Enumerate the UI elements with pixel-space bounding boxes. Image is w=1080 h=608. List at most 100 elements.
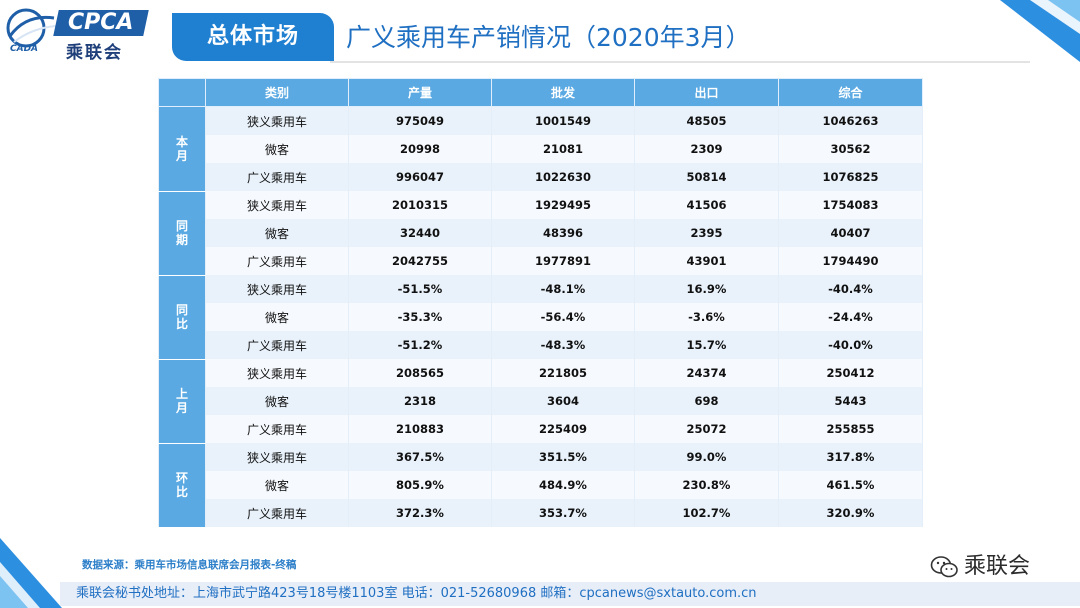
cpca-logo: CPCA CADA 乘联会 [4,6,149,63]
value-cell: 698 [634,387,779,415]
table-row: 同比 狭义乘用车 -51.5% -48.1% 16.9% -40.4% [158,274,923,360]
category-cell: 微客 [205,219,349,247]
value-cell: 5443 [778,387,923,415]
value-cell: 16.9% [634,275,779,303]
group-label-cell: 本月 [158,106,206,192]
value-cell: 225409 [491,415,635,443]
value-cell: 255855 [778,415,923,443]
value-cell: 102.7% [634,499,779,527]
value-cell: 250412 [778,359,923,387]
category-cell: 狭义乘用车 [205,275,349,303]
column-header: 产量 [348,78,492,107]
category-cell: 广义乘用车 [205,499,349,527]
table-header-row: 类别 产量 批发 出口 综合 [158,78,923,107]
value-cell: 1001549 [491,106,635,135]
value-cell: 43901 [634,247,779,275]
footer: 乘联会秘书处地址：上海市武宁路423号18号楼1103室 电话：021-5268… [0,580,1080,608]
value-cell: 1022630 [491,163,635,191]
category-cell: 微客 [205,303,349,331]
logo-sub-text: CADA [10,44,39,54]
value-cell: 1754083 [778,191,923,219]
category-cell: 广义乘用车 [205,247,349,275]
value-cell: 461.5% [778,471,923,499]
group-label-cell: 同期 [158,190,206,276]
bottom-left-stripes [0,538,62,608]
value-cell: 996047 [348,163,492,191]
table-row: 微客 805.9% 484.9% 230.8% 461.5% [159,471,923,499]
table-row: 微客 2318 3604 698 5443 [159,387,923,415]
value-cell: -51.2% [348,331,492,359]
value-cell: 2042755 [348,247,492,275]
category-cell: 狭义乘用车 [205,359,349,387]
value-cell: 367.5% [348,443,492,471]
table-row: 广义乘用车 996047 1022630 50814 1076825 [159,163,923,191]
value-cell: 1977891 [491,247,635,275]
table-row: 广义乘用车 372.3% 353.7% 102.7% 320.9% [159,499,923,527]
value-cell: -48.3% [491,331,635,359]
value-cell: 48396 [491,219,635,247]
group-label: 上月 [175,387,188,415]
footer-bar [60,582,1080,606]
table-row: 本月 狭义乘用车 975049 1001549 48505 1046263 [158,106,923,192]
value-cell: 25072 [634,415,779,443]
value-cell: 353.7% [491,499,635,527]
value-cell: 975049 [348,106,492,135]
table-row: 微客 32440 48396 2395 40407 [159,219,923,247]
logo-chinese-text: 乘联会 [66,43,123,63]
value-cell: -51.5% [348,275,492,303]
value-cell: 2318 [348,387,492,415]
table-row: 微客 -35.3% -56.4% -3.6% -24.4% [159,303,923,331]
column-header: 类别 [205,78,349,107]
value-cell: 2395 [634,219,779,247]
value-cell: 208565 [348,359,492,387]
footer-contact: 乘联会秘书处地址：上海市武宁路423号18号楼1103室 电话：021-5268… [76,586,757,601]
value-cell: -24.4% [778,303,923,331]
table-row: 同期 狭义乘用车 2010315 1929495 41506 1754083 [158,190,923,276]
value-cell: 317.8% [778,443,923,471]
header-group-cell [158,78,206,107]
page-title: 广义乘用车产销情况（2020年3月） [346,23,751,52]
sales-table: 类别 产量 批发 出口 综合 本月 狭义乘用车 975049 1001549 48505… [158,78,923,528]
value-cell: 230.8% [634,471,779,499]
value-cell: -56.4% [491,303,635,331]
column-header: 综合 [778,78,923,107]
value-cell: 3604 [491,387,635,415]
globe-logo-icon [6,8,57,48]
value-cell: 21081 [491,135,635,163]
value-cell: 1794490 [778,247,923,275]
category-cell: 微客 [205,135,349,163]
value-cell: 320.9% [778,499,923,527]
category-cell: 广义乘用车 [205,331,349,359]
title-underline [330,61,1030,63]
value-cell: 484.9% [491,471,635,499]
value-cell: 1929495 [491,191,635,219]
value-cell: 48505 [634,106,779,135]
group-label-cell: 环比 [158,442,206,528]
value-cell: -3.6% [634,303,779,331]
value-cell: -35.3% [348,303,492,331]
group-label: 同期 [175,219,188,247]
value-cell: 2010315 [348,191,492,219]
wechat-account: 乘联会 [930,548,1030,580]
table-row: 上月 狭义乘用车 208565 221805 24374 250412 [158,358,923,444]
value-cell: 24374 [634,359,779,387]
wechat-name: 乘联会 [964,554,1031,579]
group-label-cell: 同比 [158,274,206,360]
value-cell: 1076825 [778,163,923,191]
value-cell: -40.4% [778,275,923,303]
table-row: 广义乘用车 2042755 1977891 43901 1794490 [159,247,923,275]
value-cell: 221805 [491,359,635,387]
category-cell: 狭义乘用车 [205,443,349,471]
value-cell: 32440 [348,219,492,247]
table-row: 广义乘用车 210883 225409 25072 255855 [159,415,923,443]
value-cell: 99.0% [634,443,779,471]
category-cell: 微客 [205,471,349,499]
category-cell: 微客 [205,387,349,415]
data-source-note: 数据来源：乘用车市场信息联席会月报表-终稿 [82,559,297,571]
category-cell: 广义乘用车 [205,415,349,443]
value-cell: 210883 [348,415,492,443]
table-row: 微客 20998 21081 2309 30562 [159,135,923,163]
section-tag: 总体市场 [172,13,334,61]
value-cell: 372.3% [348,499,492,527]
value-cell: 41506 [634,191,779,219]
